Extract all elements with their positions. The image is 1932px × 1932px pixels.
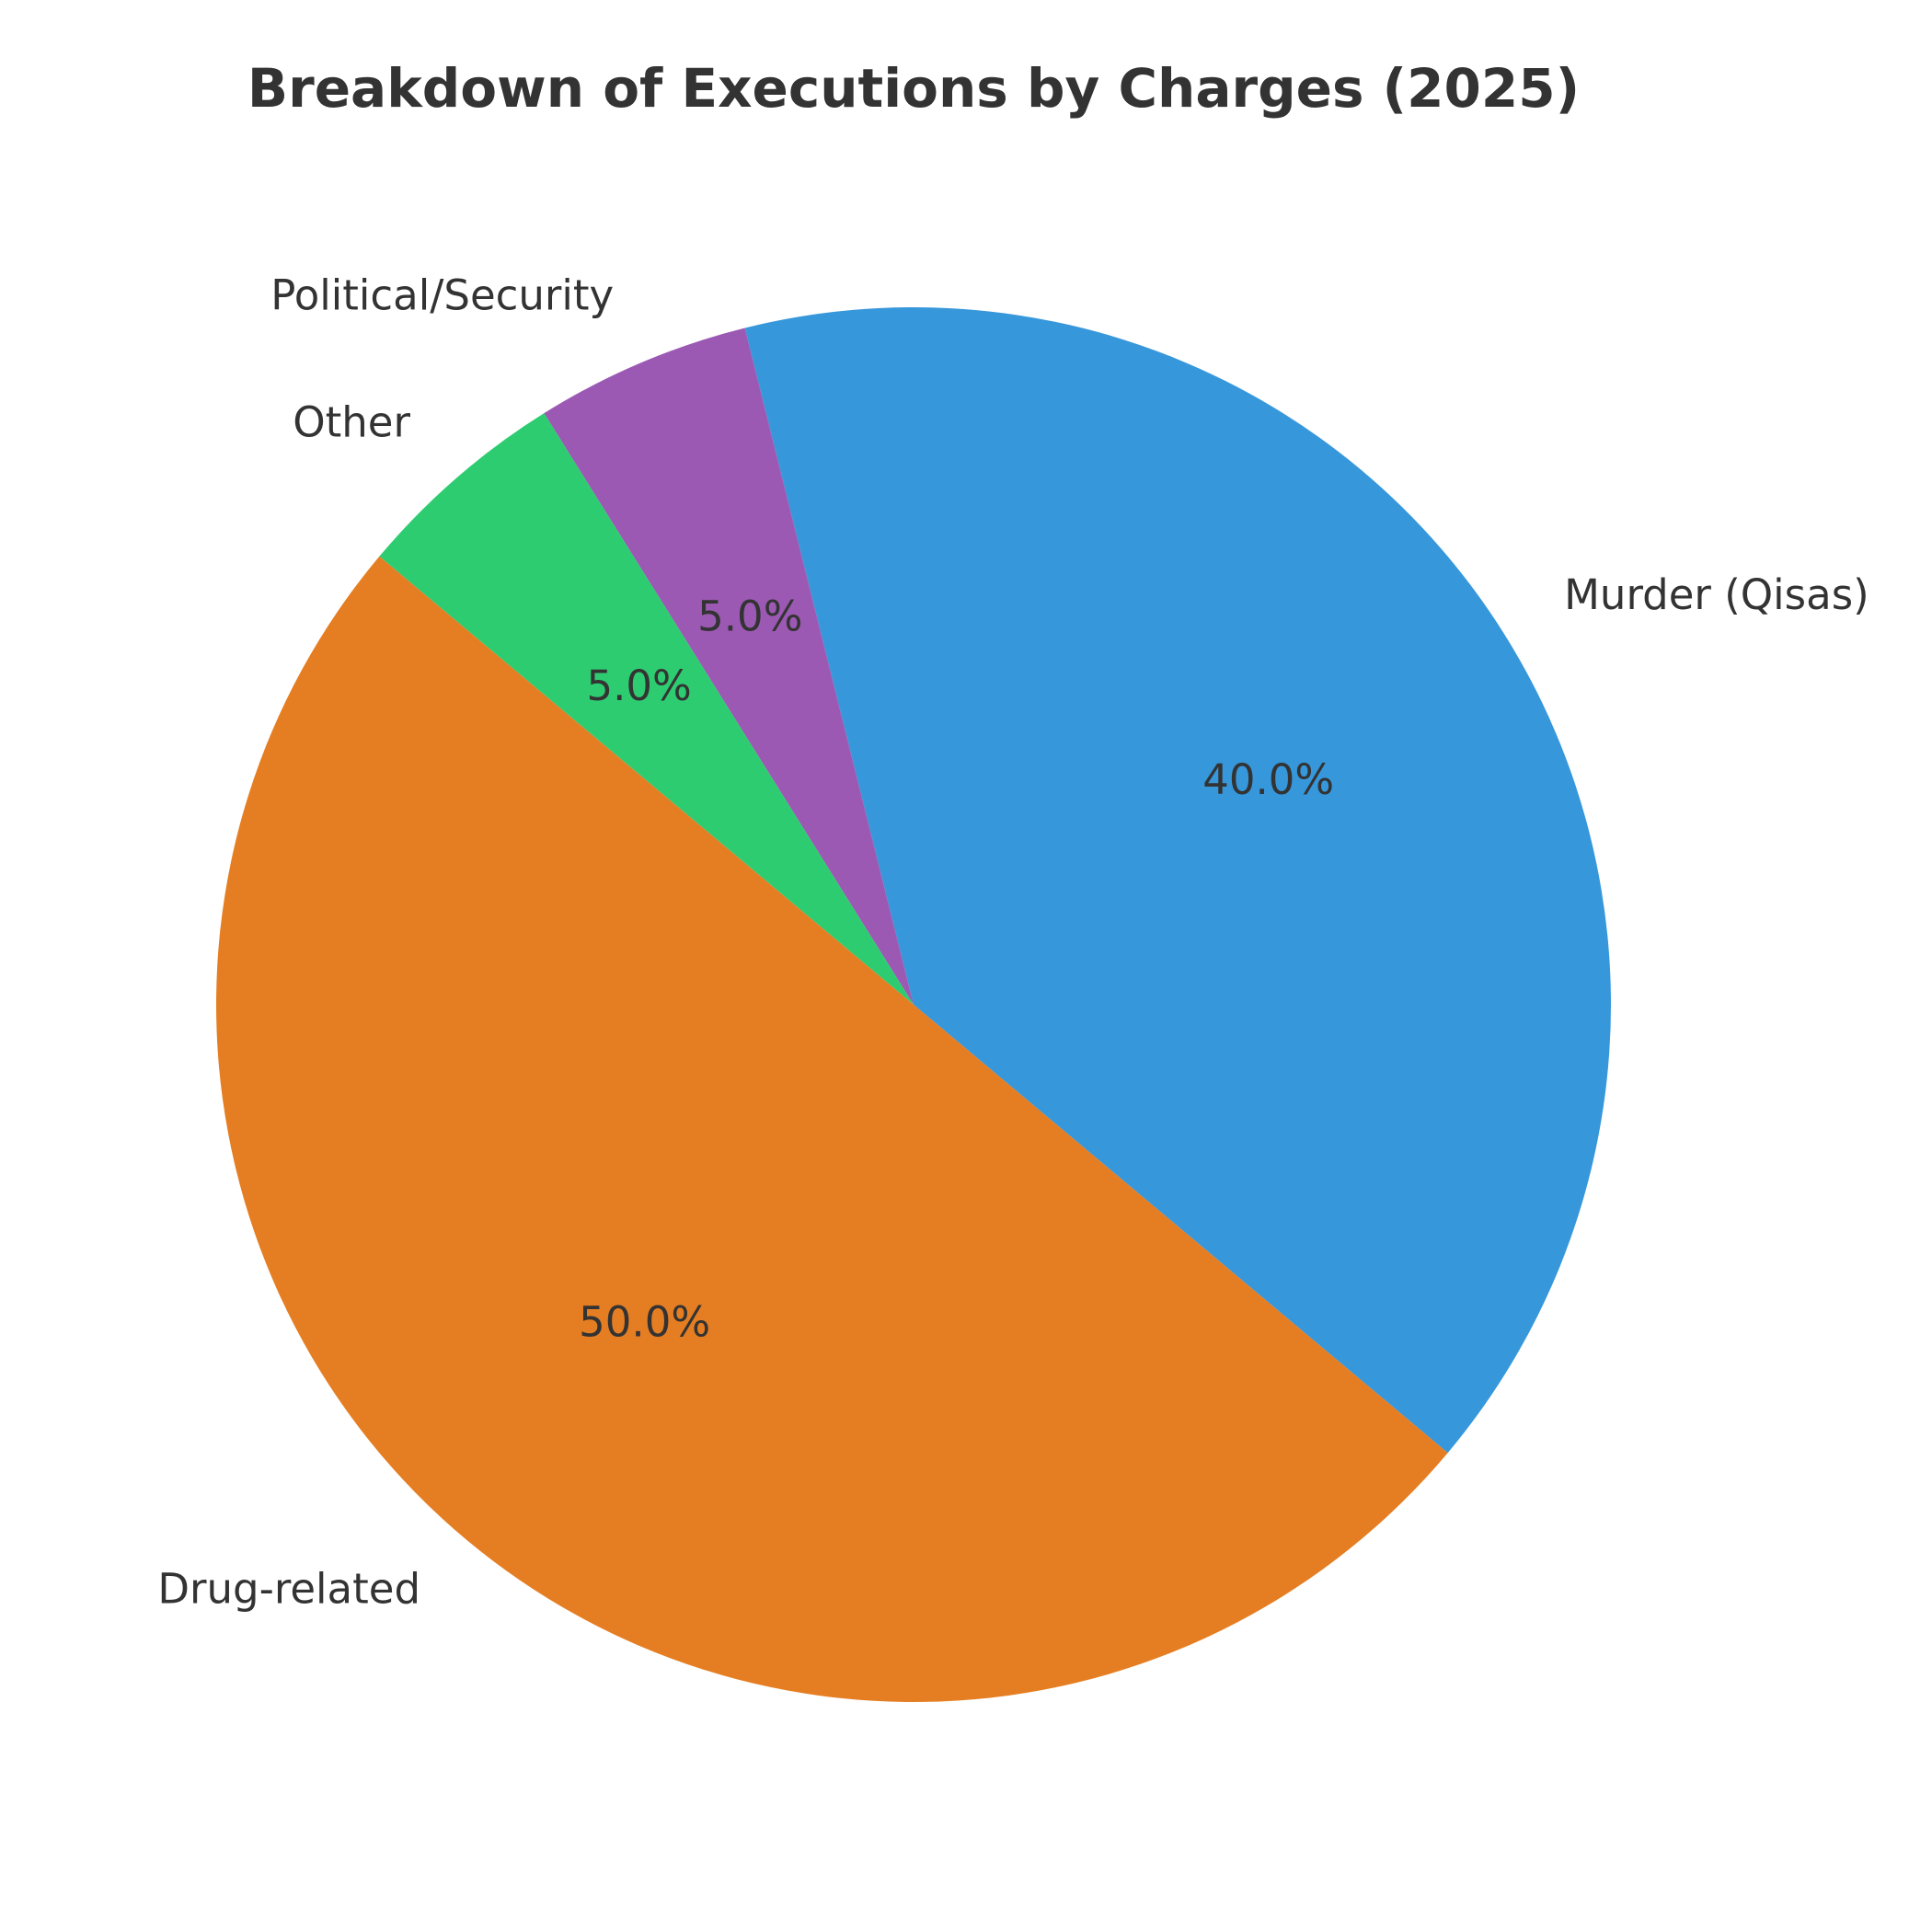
slice-label-other: Other bbox=[293, 398, 410, 447]
slice-label-political-security: Political/Security bbox=[270, 270, 614, 319]
pie-labels: Murder (Qisas) 40.0% Political/Security 5.0… bbox=[157, 270, 1869, 1613]
pct-label-drug-related: 50.0% bbox=[579, 1297, 710, 1346]
pie-slice-murder-qisas bbox=[744, 307, 1612, 1454]
pct-label-political-security: 5.0% bbox=[697, 592, 802, 640]
pct-label-other: 5.0% bbox=[586, 661, 691, 710]
slice-label-drug-related: Drug-related bbox=[157, 1565, 420, 1614]
pie-slice-political-security bbox=[544, 328, 914, 1005]
chart-title: Breakdown of Executions by Charges (2025… bbox=[247, 57, 1580, 120]
pie-slice-drug-related bbox=[216, 556, 1448, 1703]
pct-label-murder-qisas: 40.0% bbox=[1202, 755, 1334, 804]
pie-slice-other bbox=[379, 413, 914, 1005]
pie-slices bbox=[216, 307, 1612, 1703]
slice-label-murder-qisas: Murder (Qisas) bbox=[1564, 570, 1869, 619]
